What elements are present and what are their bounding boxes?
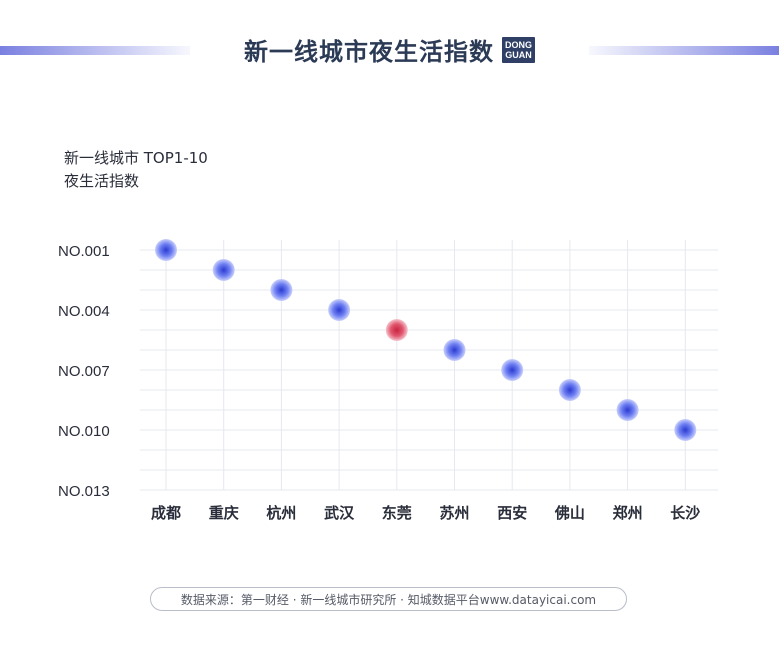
data-point-highlight bbox=[385, 319, 408, 341]
brand-logo: DONG GUAN bbox=[502, 36, 535, 63]
y-tick-label: NO.013 bbox=[58, 483, 110, 500]
y-tick-label: NO.010 bbox=[58, 423, 110, 440]
y-tick-label: NO.001 bbox=[58, 243, 110, 260]
data-point bbox=[558, 379, 581, 401]
x-tick-label: 重庆 bbox=[209, 504, 239, 522]
logo-line2: GUAN bbox=[505, 49, 532, 60]
logo-line1: DONG bbox=[505, 39, 532, 50]
x-axis-labels: 成都 重庆 杭州 武汉 东莞 苏州 西安 佛山 郑州 长沙 bbox=[151, 504, 700, 522]
x-tick-label: 郑州 bbox=[613, 504, 643, 522]
data-point bbox=[155, 239, 177, 261]
y-tick-label: NO.004 bbox=[58, 303, 110, 320]
y-tick-label: NO.007 bbox=[58, 363, 110, 380]
data-point bbox=[328, 299, 351, 321]
y-axis-labels: NO.001 NO.004 NO.007 NO.010 NO.013 bbox=[58, 243, 110, 500]
subtitle-line1: 新一线城市 TOP1-10 bbox=[64, 149, 208, 167]
data-point bbox=[443, 339, 466, 361]
chart-subtitle: 新一线城市 TOP1-10 夜生活指数 bbox=[64, 147, 208, 193]
data-point bbox=[616, 399, 639, 421]
data-source-note: 数据来源：第一财经 · 新一线城市研究所 · 知城数据平台www.datayic… bbox=[150, 587, 627, 611]
data-point bbox=[270, 279, 293, 301]
x-tick-label: 西安 bbox=[497, 504, 527, 522]
data-point bbox=[501, 359, 524, 381]
chart-title: 新一线城市夜生活指数 bbox=[244, 38, 494, 66]
x-tick-label: 佛山 bbox=[554, 504, 585, 522]
subtitle-line2: 夜生活指数 bbox=[64, 172, 140, 190]
header-decoration-left bbox=[0, 46, 190, 55]
x-tick-label: 长沙 bbox=[670, 504, 700, 522]
x-tick-label: 成都 bbox=[151, 504, 181, 522]
x-tick-label: 杭州 bbox=[266, 504, 296, 522]
data-points bbox=[155, 239, 697, 441]
grid-layer bbox=[140, 240, 718, 491]
data-point bbox=[674, 419, 697, 441]
x-tick-label: 武汉 bbox=[324, 504, 355, 522]
header: 新一线城市夜生活指数 DONG GUAN bbox=[0, 32, 779, 67]
data-point bbox=[212, 259, 235, 281]
x-tick-label: 苏州 bbox=[439, 504, 469, 522]
header-decoration-right bbox=[589, 46, 779, 55]
x-tick-label: 东莞 bbox=[382, 504, 412, 522]
